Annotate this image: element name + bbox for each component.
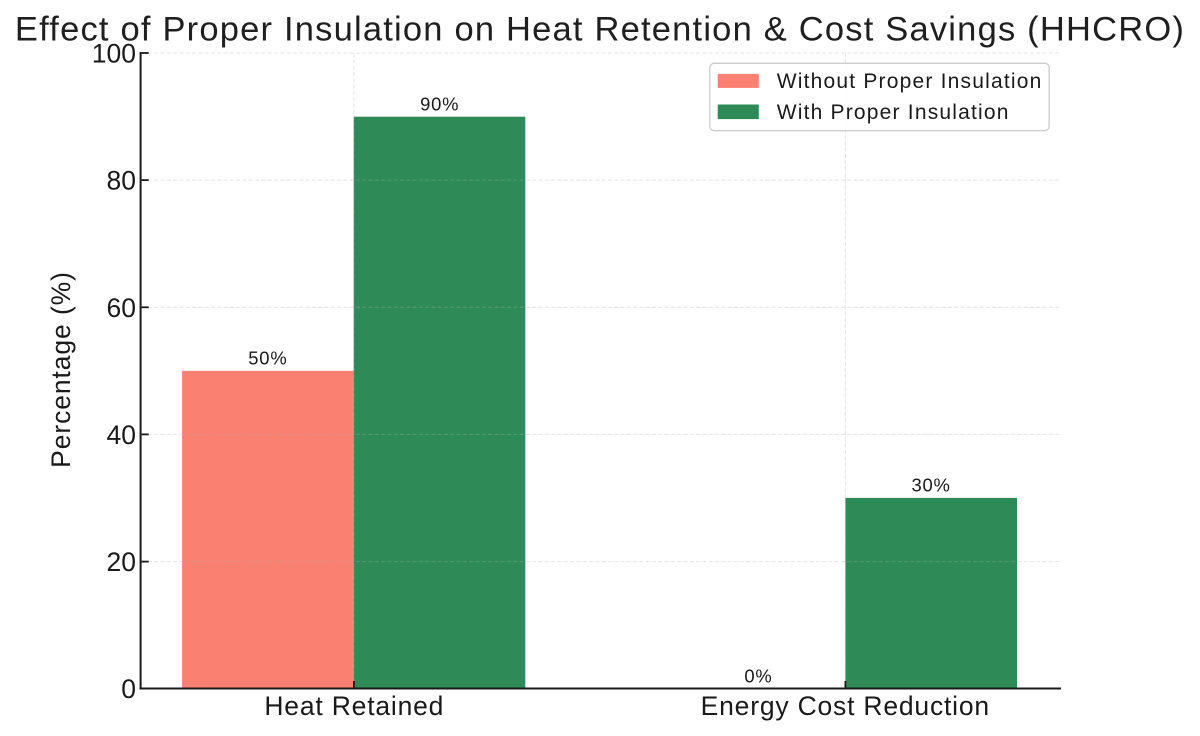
svg-text:With Proper Insulation: With Proper Insulation — [777, 101, 1010, 124]
svg-text:30%: 30% — [911, 475, 950, 496]
svg-text:40: 40 — [107, 420, 136, 450]
svg-text:0%: 0% — [744, 665, 772, 686]
svg-text:0: 0 — [121, 674, 136, 704]
svg-text:50%: 50% — [248, 348, 287, 369]
svg-text:Effect of Proper Insulation on: Effect of Proper Insulation on Heat Rete… — [15, 10, 1185, 48]
svg-text:Without Proper Insulation: Without Proper Insulation — [777, 70, 1043, 93]
svg-text:Heat Retained: Heat Retained — [264, 691, 444, 721]
svg-text:Percentage (%): Percentage (%) — [46, 271, 76, 468]
svg-text:Energy Cost Reduction: Energy Cost Reduction — [701, 691, 990, 721]
svg-text:90%: 90% — [420, 94, 459, 115]
svg-text:20: 20 — [107, 547, 136, 577]
svg-text:100: 100 — [92, 39, 136, 69]
svg-text:80: 80 — [107, 166, 136, 196]
svg-text:60: 60 — [107, 293, 136, 323]
